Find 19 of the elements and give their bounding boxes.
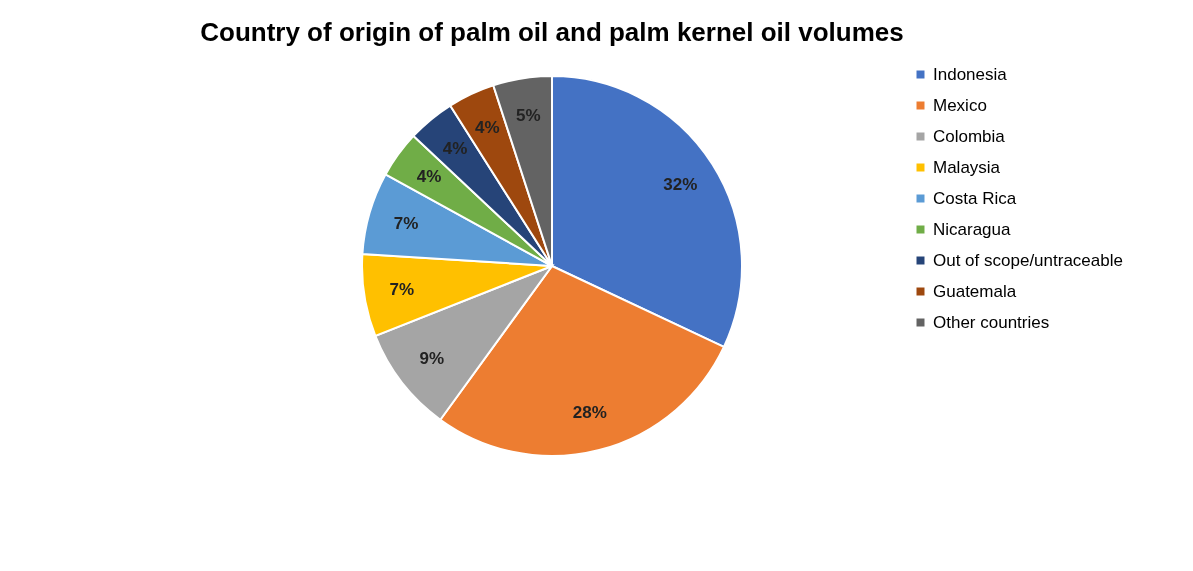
legend-label: Out of scope/untraceable bbox=[933, 250, 1123, 270]
data-label: 7% bbox=[393, 213, 419, 233]
data-label: 28% bbox=[572, 403, 607, 423]
legend-label: Mexico bbox=[933, 95, 987, 115]
legend-label: Guatemala bbox=[933, 281, 1017, 301]
chart-title: Country of origin of palm oil and palm kernel oil volumes bbox=[200, 17, 904, 47]
data-label: 4% bbox=[416, 166, 442, 186]
data-label: 4% bbox=[442, 138, 468, 158]
legend-label: Indonesia bbox=[933, 64, 1008, 84]
legend-label: Nicaragua bbox=[933, 219, 1012, 239]
data-label: 4% bbox=[474, 118, 500, 138]
legend-label: Costa Rica bbox=[933, 188, 1017, 208]
legend-label: Colombia bbox=[933, 126, 1006, 146]
data-label: 32% bbox=[663, 174, 698, 194]
data-label: 9% bbox=[419, 349, 445, 369]
data-label: 7% bbox=[389, 279, 415, 299]
legend-label: Other countries bbox=[933, 312, 1050, 332]
legend-label: Malaysia bbox=[933, 157, 1001, 177]
data-label: 5% bbox=[515, 105, 541, 125]
